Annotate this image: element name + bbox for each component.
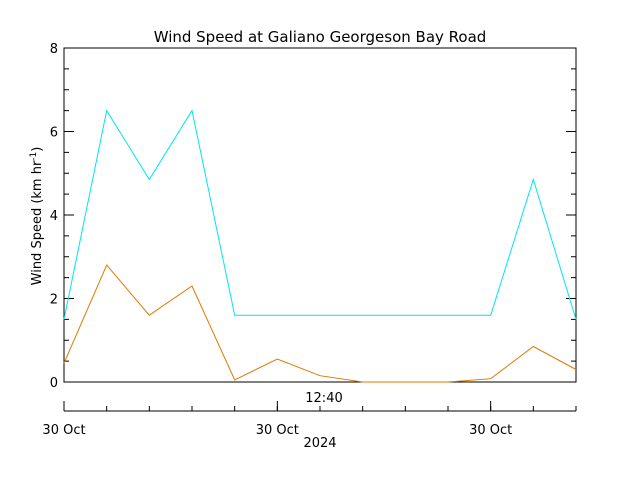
y-tick-label: 4 xyxy=(50,209,58,224)
plot-area xyxy=(63,47,577,383)
x-axis-year-label: 2024 xyxy=(303,436,336,451)
x-tick-label: 30 Oct xyxy=(256,423,299,438)
x-tick-label: 30 Oct xyxy=(469,423,512,438)
series-line-1 xyxy=(63,109,577,320)
y-axis: 0 2 4 6 8 xyxy=(50,42,576,391)
y-tick-label: 8 xyxy=(50,42,58,57)
y-tick-label: 2 xyxy=(50,293,58,308)
y-tick-label: 0 xyxy=(50,376,58,391)
x-axis-time-label: 12:40 xyxy=(305,391,342,406)
chart-title: Wind Speed at Galiano Georgeson Bay Road xyxy=(154,28,487,46)
plot-frame xyxy=(63,47,577,383)
x-axis: 30 Oct 30 Oct 30 Oct xyxy=(42,401,577,438)
x-tick-label: 30 Oct xyxy=(42,423,85,438)
series-lines xyxy=(63,109,577,383)
y-axis-label-exponent: -1 xyxy=(29,152,39,161)
y-axis-label-suffix: ) xyxy=(30,147,45,152)
y-tick-label: 6 xyxy=(50,126,58,141)
y-axis-label: Wind Speed (km hr-1) xyxy=(29,147,45,286)
series-line-2 xyxy=(63,264,577,383)
